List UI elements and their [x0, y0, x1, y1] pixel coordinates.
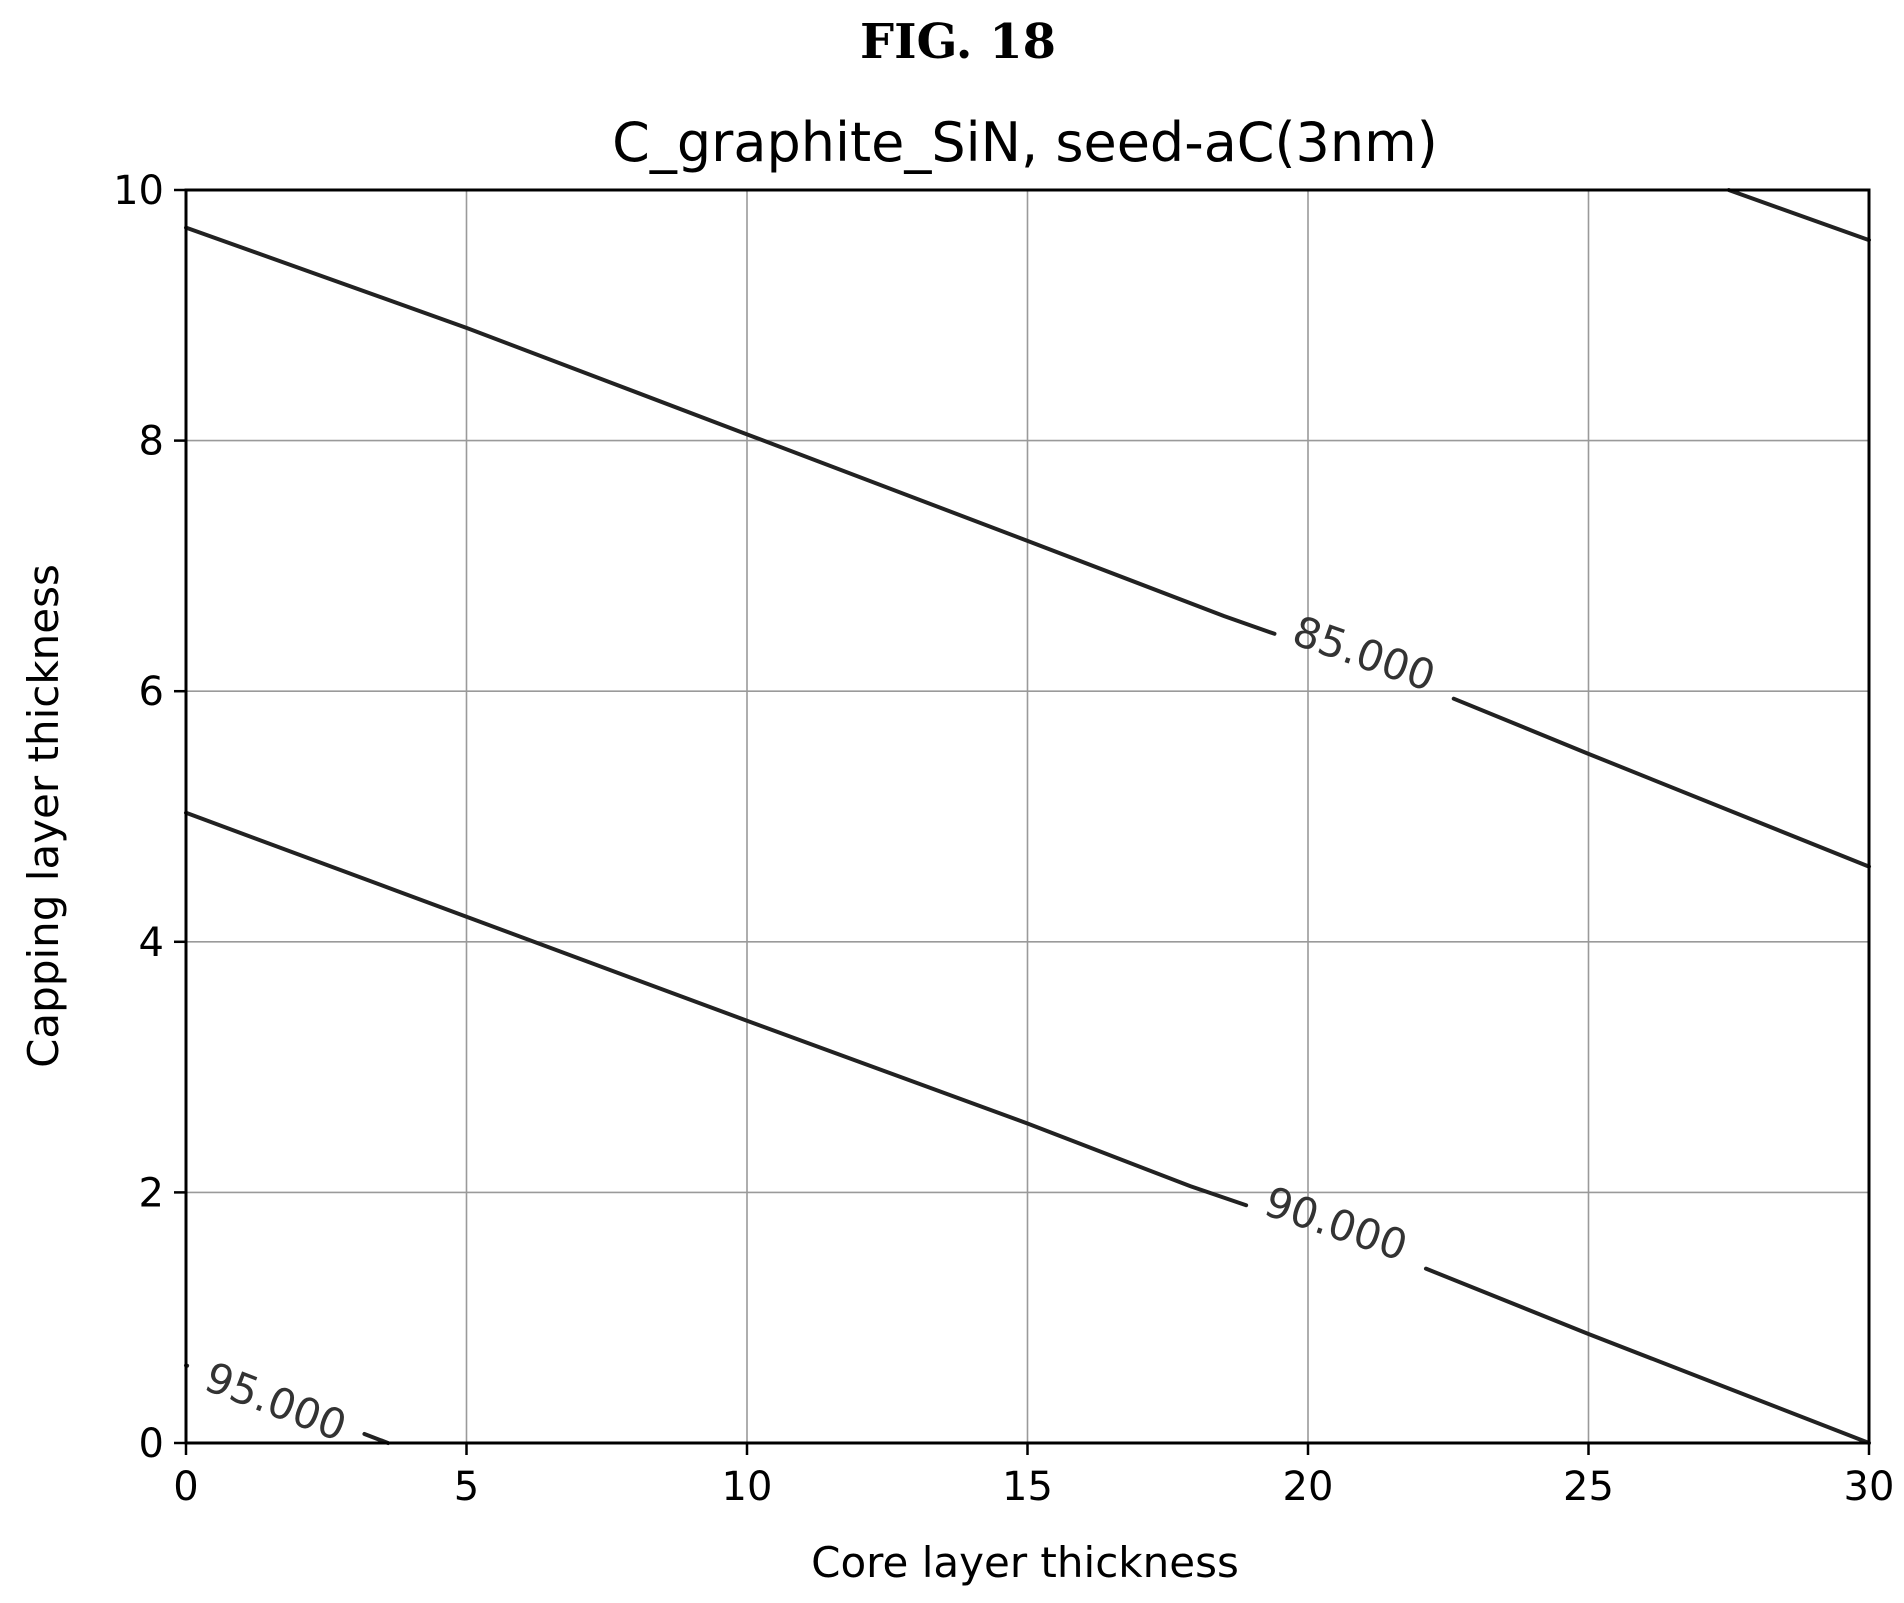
figure-label: FIG. 18 — [860, 14, 1056, 70]
x-tick-label: 15 — [1002, 1464, 1053, 1510]
y-tick-label: 10 — [113, 168, 164, 214]
x-tick-label: 0 — [173, 1464, 198, 1510]
contour-label-85: 85.000 — [1287, 606, 1442, 701]
x-axis-label: Core layer thickness — [811, 1538, 1239, 1587]
contour-labels: 85.000 90.000 95.000 — [198, 606, 1441, 1451]
x-tick-label: 10 — [722, 1464, 773, 1510]
contour-line-85-seg1 — [1451, 696, 1871, 869]
y-tick-label: 4 — [139, 920, 164, 966]
contour-line-95-seg1 — [362, 1431, 390, 1445]
contour-label-95: 95.000 — [198, 1352, 353, 1450]
x-tick-label: 20 — [1283, 1464, 1334, 1510]
y-tick-label: 2 — [139, 1170, 164, 1216]
y-axis-ticks: 0 2 4 6 8 10 — [113, 168, 186, 1467]
y-tick-label: 0 — [139, 1421, 164, 1467]
grid-lines — [186, 190, 1869, 1443]
y-axis-label: Capping layer thickness — [19, 564, 68, 1068]
contour-lines — [184, 188, 1871, 1445]
contour-label-90: 90.000 — [1259, 1177, 1414, 1271]
x-tick-label: 5 — [454, 1464, 479, 1510]
contour-line-85-seg0 — [184, 225, 1277, 636]
contour-line-85-seg0 — [1726, 188, 1871, 243]
chart-title: C_graphite_SiN, seed-aC(3nm) — [612, 111, 1438, 174]
x-tick-label: 30 — [1844, 1464, 1895, 1510]
contour-line-90-seg1 — [1423, 1266, 1871, 1445]
y-tick-label: 6 — [139, 669, 164, 715]
y-tick-label: 8 — [139, 419, 164, 465]
x-tick-label: 25 — [1563, 1464, 1614, 1510]
contour-line-90-seg0 — [184, 810, 1249, 1208]
x-axis-ticks: 0 5 10 15 20 25 30 — [173, 1443, 1894, 1510]
